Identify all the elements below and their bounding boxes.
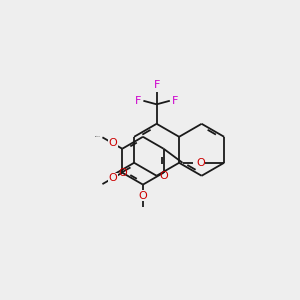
Text: O: O bbox=[108, 173, 117, 183]
Text: O: O bbox=[118, 168, 127, 178]
Text: O: O bbox=[159, 171, 168, 181]
Text: methoxy: methoxy bbox=[95, 135, 101, 136]
Text: O: O bbox=[139, 190, 147, 201]
Text: O: O bbox=[196, 158, 205, 168]
Text: O: O bbox=[108, 138, 117, 148]
Text: F: F bbox=[135, 96, 141, 106]
Text: F: F bbox=[172, 96, 178, 106]
Text: F: F bbox=[153, 80, 160, 90]
